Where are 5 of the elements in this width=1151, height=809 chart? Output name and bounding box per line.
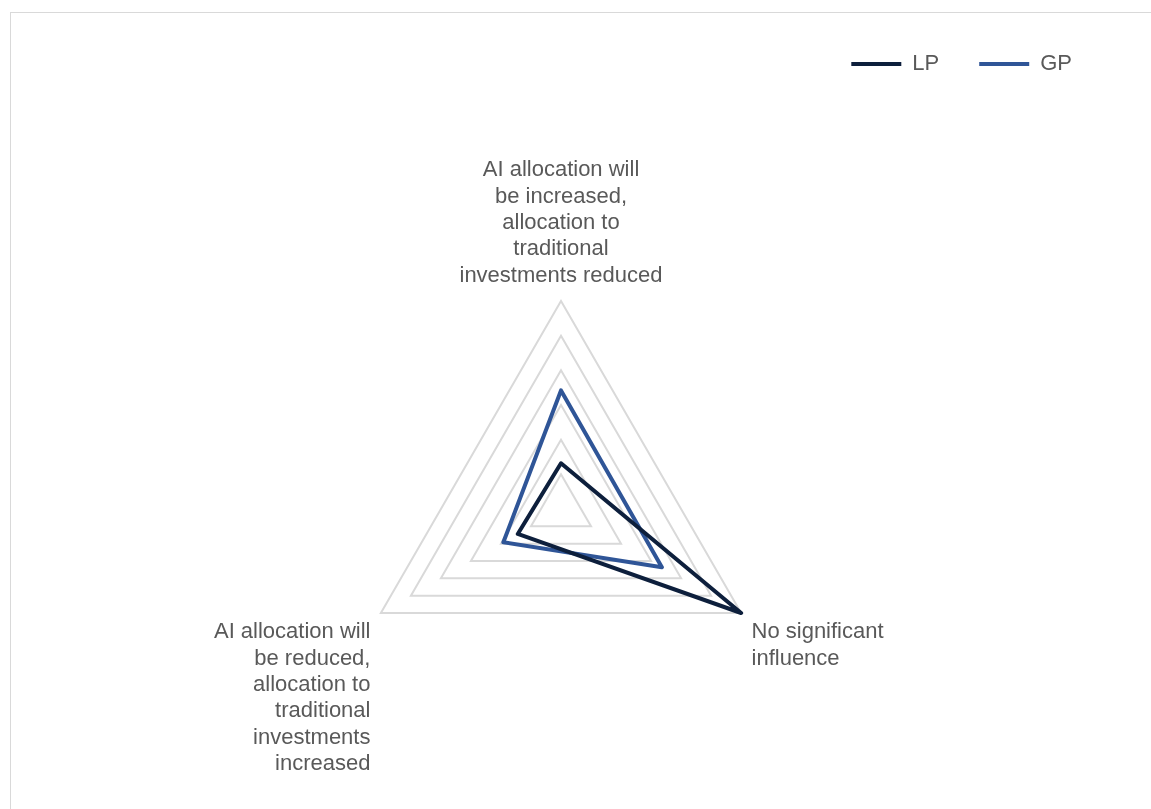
legend-label: GP <box>1040 50 1073 76</box>
spoke-label: AI allocation will be increased, allocation to traditional investments reduced <box>459 156 663 287</box>
legend-label: LP <box>912 50 940 76</box>
spoke-label: No significant influence <box>751 618 884 670</box>
spoke-label: AI allocation will be reduced, allocation to traditional investments increased <box>213 618 371 776</box>
